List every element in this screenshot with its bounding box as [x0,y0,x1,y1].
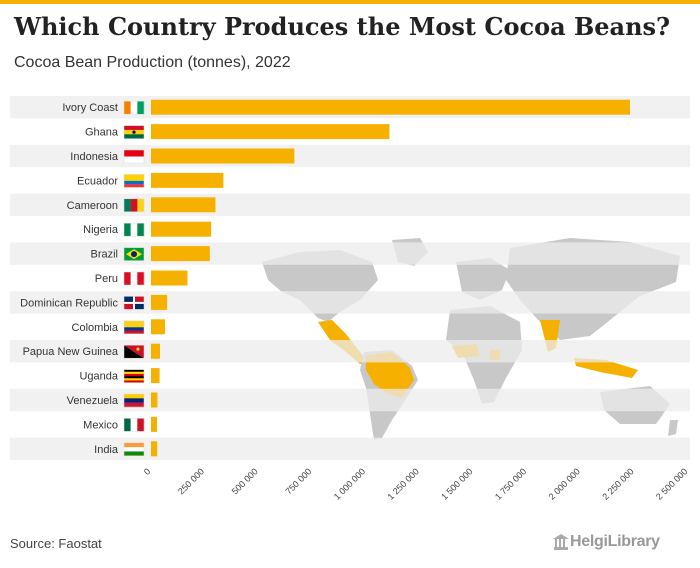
category-label: Dominican Republic [20,297,118,309]
category-label: Ecuador [77,175,118,187]
x-axis-ticks: 0 250 000 500 000 750 000 1 000 000 1 250 000… [142,466,690,501]
x-tick-label: 1 250 000 [386,466,421,501]
row-stripe [10,340,690,363]
x-tick-label: 1 500 000 [439,466,474,501]
category-label: Cameroon [67,200,118,212]
x-tick-label: 2 250 000 [600,466,635,501]
flag-icon [123,369,145,383]
bar [151,441,158,457]
map-region [366,352,414,398]
flag-icon [123,100,145,115]
x-tick-label: 1 750 000 [493,466,528,501]
source-note: Source: Faostat [10,536,102,551]
category-label: Indonesia [70,151,119,163]
flag-icon [123,222,145,237]
flag-icon [123,442,145,457]
bar [151,221,212,237]
flag-icon [123,344,145,359]
bar [151,416,158,432]
category-label: Brazil [90,249,118,261]
top-accent-bar [0,0,700,4]
chart-title: Which Country Produces the Most Cocoa Be… [14,12,671,41]
flag-icon [123,247,145,261]
x-tick-label: 250 000 [176,466,206,496]
library-logo-icon [553,534,569,550]
category-label: Peru [95,273,118,285]
flag-icon [123,393,145,408]
row-stripe [10,291,690,314]
flag-icon [123,271,145,286]
category-label: Nigeria [83,224,119,236]
category-label: Uganda [79,371,118,383]
x-tick-label: 0 [142,466,153,477]
category-label: Venezuela [67,395,119,407]
bar [151,343,161,359]
bar [151,294,168,310]
bar [151,392,158,408]
bar [151,172,224,188]
flag-icon [123,125,145,139]
bar [151,270,188,286]
category-label: Ivory Coast [62,102,118,114]
bar [151,246,210,262]
category-label: Ghana [85,127,119,139]
flag-icon [123,296,145,310]
brand-logo: HelgiLibrary [570,533,660,550]
flag-icon [123,198,145,213]
category-label: Mexico [83,419,118,431]
bar [151,148,295,164]
flag-icon [123,149,145,164]
bars [151,99,631,457]
category-label: India [94,444,119,456]
flag-icon [123,174,145,188]
bar [151,99,631,115]
category-label: Papua New Guinea [23,346,119,358]
bar [151,368,160,384]
x-tick-label: 750 000 [283,466,313,496]
bar [151,197,216,213]
bar [151,319,165,335]
x-tick-label: 1 000 000 [332,466,367,501]
x-tick-label: 2 000 000 [547,466,582,501]
row-stripe [10,437,690,460]
flag-icon [123,418,145,432]
flag-icon [123,320,145,335]
bar [151,124,390,140]
map-region [668,420,678,436]
map-region [574,358,638,378]
category-labels: Ivory Coast Ghana Indonesia Ecuador Cameroon… [20,102,119,456]
x-tick-label: 500 000 [230,466,260,496]
category-label: Colombia [72,322,119,334]
row-stripe [10,388,690,412]
chart-subtitle: Cocoa Bean Production (tonnes), 2022 [14,54,291,71]
map-region [456,258,510,300]
x-tick-label: 2 500 000 [654,466,689,501]
country-flags [123,100,145,457]
